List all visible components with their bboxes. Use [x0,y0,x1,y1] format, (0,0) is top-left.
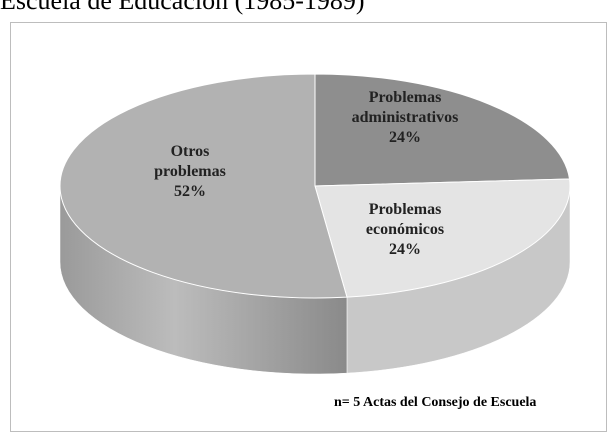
category-label: Problemas administrativos [351,89,459,126]
slice [314,73,571,187]
category-label: Problemas económicos [365,201,445,238]
value-label: 52% [174,183,206,200]
slice-label: Problemas administrativos 24% [345,88,465,148]
slice-label: Problemas económicos 24% [335,200,475,260]
value-label: 24% [389,129,421,146]
category-label: Otros problemas [154,143,226,180]
annotation: n= 5 Actas del Consejo de Escuela [334,395,537,410]
chart-title: Escuela de Educación (1985-1989) [0,0,365,15]
slice [314,178,571,298]
slice-label: Otros problemas 52% [135,142,245,202]
slice [59,73,348,299]
value-label: 24% [389,241,421,258]
